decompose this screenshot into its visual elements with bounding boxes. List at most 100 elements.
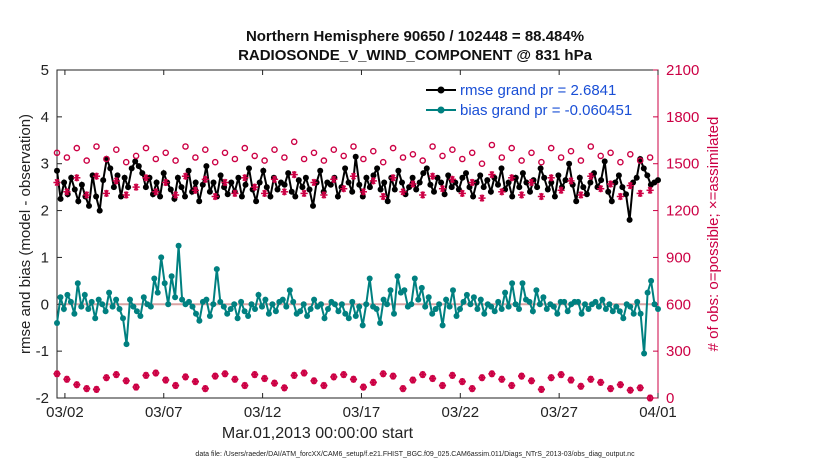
y2-axis-label: # of obs: o=possible; ×=assimilated <box>705 117 722 352</box>
rmse-point <box>110 184 117 191</box>
bias-point <box>74 280 81 287</box>
rmse-point <box>302 174 309 181</box>
x-axis-label: Mar.01,2013 00:00:00 start <box>222 425 414 442</box>
x-tick-label: 03/02 <box>46 404 84 421</box>
assimilated-obs-marker <box>626 181 634 190</box>
bias-point <box>488 303 495 310</box>
rmse-point <box>359 193 366 200</box>
low-assimilated-obs-marker <box>389 372 397 380</box>
rmse-point <box>125 184 132 191</box>
low-assimilated-obs-marker <box>142 371 150 379</box>
rmse-point <box>605 188 612 195</box>
rmse-point <box>448 184 455 191</box>
bias-point <box>272 308 279 315</box>
low-assimilated-obs-marker <box>587 375 595 383</box>
assimilated-obs-marker <box>349 172 358 180</box>
possible-obs-marker <box>271 146 278 153</box>
rmse-point <box>114 172 121 179</box>
rmse-point <box>306 186 313 193</box>
rmse-point <box>427 181 434 188</box>
bias-point <box>425 294 432 301</box>
bias-point <box>133 308 140 315</box>
rmse-point <box>619 184 626 191</box>
bias-point <box>655 306 661 312</box>
bias-point <box>269 301 276 308</box>
bias-point <box>179 296 186 303</box>
possible-obs-marker <box>103 155 110 163</box>
assimilated-obs-marker <box>132 183 140 191</box>
legend-label-1: bias grand pr = -0.060451 <box>460 102 632 119</box>
rmse-point <box>185 167 192 174</box>
bias-point <box>231 301 238 308</box>
chart-title: Northern Hemisphere 90650 / 102448 = 88.… <box>245 28 585 45</box>
possible-obs-marker <box>636 157 644 164</box>
low-assimilated-obs-marker <box>290 371 298 379</box>
bias-point <box>203 296 210 303</box>
assimilated-obs-marker <box>112 177 120 185</box>
bias-point <box>460 298 467 305</box>
possible-obs-marker <box>389 144 397 152</box>
x-tick-label: 03/07 <box>145 404 183 421</box>
bias-point <box>582 301 588 308</box>
assimilated-obs-marker <box>280 188 288 196</box>
bias-point <box>401 287 408 294</box>
bias-point <box>318 301 324 308</box>
bias-point <box>467 301 474 308</box>
data-file-footer: data file: /Users/raeder/DAI/ATM_forcXX/… <box>195 451 635 458</box>
assimilated-obs-marker <box>340 185 348 193</box>
low-assimilated-obs-marker <box>438 381 447 390</box>
possible-obs-marker <box>83 157 90 164</box>
bias-point <box>578 310 585 317</box>
bias-point <box>290 298 297 305</box>
assimilated-obs-marker <box>221 178 229 187</box>
possible-obs-marker <box>63 154 71 161</box>
bias-point <box>422 303 429 310</box>
rmse-point <box>370 172 377 179</box>
legend-marker-0 <box>437 86 445 94</box>
low-assimilated-obs-marker <box>359 383 367 391</box>
bias-point <box>536 301 543 308</box>
bias-point <box>54 320 60 326</box>
rmse-point <box>416 179 423 186</box>
rmse-point <box>495 181 501 188</box>
y-axis-label: rmse and bias (model - observation) <box>17 114 34 354</box>
possible-obs-marker <box>567 147 575 155</box>
rmse-point <box>541 174 548 181</box>
bias-point <box>325 306 331 312</box>
bias-point <box>373 306 380 312</box>
assimilated-obs-marker <box>577 191 585 199</box>
chart-subtitle: RADIOSONDE_V_WIND_COMPONENT @ 831 hPa <box>238 47 592 64</box>
bias-point <box>377 320 384 326</box>
bias-point <box>342 310 349 317</box>
rmse-point <box>334 193 341 200</box>
rmse-point <box>477 172 484 179</box>
bias-point <box>338 301 345 308</box>
rmse-point <box>640 165 647 172</box>
bias-point <box>457 306 463 312</box>
possible-obs-marker <box>320 157 328 164</box>
possible-obs-marker <box>488 141 496 149</box>
y2-tick-label: 1200 <box>666 203 699 220</box>
bias-point <box>408 301 415 308</box>
bias-point <box>470 294 477 301</box>
bias-point <box>352 313 359 319</box>
low-assimilated-obs-marker <box>478 374 486 382</box>
bias-point <box>81 291 88 298</box>
rmse-point <box>310 202 316 209</box>
assimilated-obs-marker <box>122 191 130 199</box>
assimilated-obs-marker <box>152 188 160 196</box>
low-assimilated-obs-marker <box>557 370 565 379</box>
bias-point <box>505 303 512 310</box>
rmse-point <box>274 186 281 193</box>
bias-point <box>463 291 470 298</box>
bias-point <box>252 306 258 312</box>
bias-point <box>366 275 373 282</box>
rmse-point <box>655 177 661 184</box>
possible-obs-marker <box>251 152 258 160</box>
rmse-point <box>327 181 334 188</box>
rmse-point <box>615 172 622 179</box>
rmse-point <box>473 179 480 186</box>
possible-obs-marker <box>113 146 120 153</box>
bias-point <box>165 301 172 308</box>
